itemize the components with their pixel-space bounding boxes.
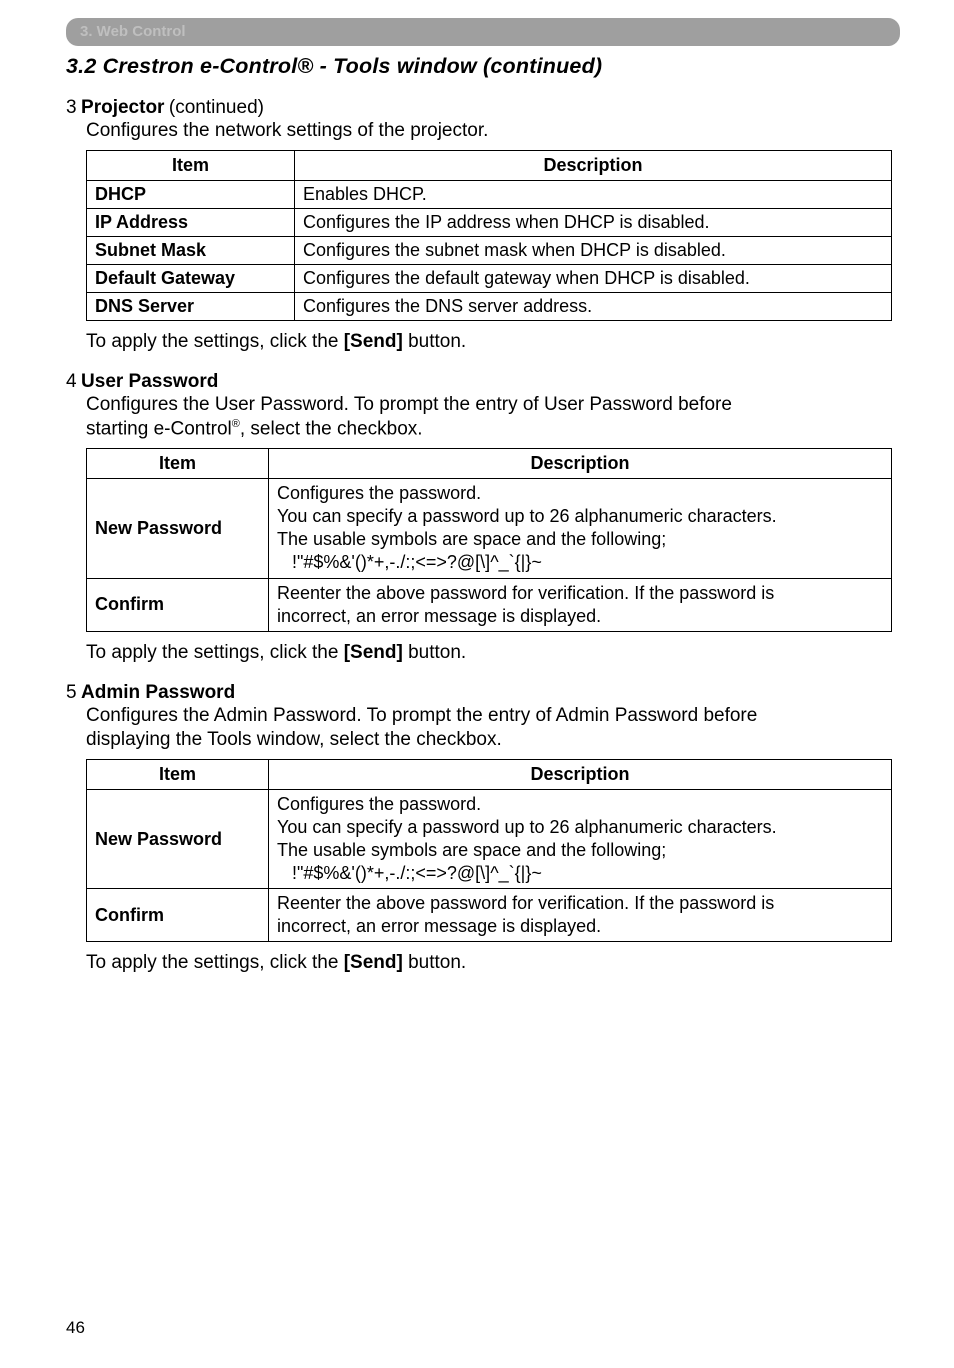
sec5-num: 5 (66, 682, 77, 703)
table-row: DNS Server Configures the DNS server add… (87, 292, 892, 320)
sec5: 5 Admin Password Configures the Admin Pa… (66, 682, 892, 975)
sec3-apply: To apply the settings, click the [Send] … (86, 331, 892, 353)
cell-item: Subnet Mask (87, 236, 295, 264)
sec4-intro1: Configures the User Password. To prompt … (86, 393, 892, 418)
th-item: Item (87, 759, 269, 789)
table-row: Subnet Mask Configures the subnet mask w… (87, 236, 892, 264)
table-row: New Password Configures the password. Yo… (87, 479, 892, 578)
page-number: 46 (66, 1318, 85, 1338)
cell-desc: Configures the IP address when DHCP is d… (295, 208, 892, 236)
sec4-num: 4 (66, 371, 77, 392)
sec3-table: Item Description DHCP Enables DHCP. IP A… (86, 150, 892, 321)
th-desc: Description (295, 150, 892, 180)
cell-item: New Password (87, 479, 269, 578)
table-header-row: Item Description (87, 449, 892, 479)
header-bar: 3. Web Control (66, 18, 900, 46)
th-item: Item (87, 449, 269, 479)
table-row: Confirm Reenter the above password for v… (87, 578, 892, 631)
sec3-intro: Configures the network settings of the p… (86, 119, 892, 144)
table-row: Default Gateway Configures the default g… (87, 264, 892, 292)
header-text: 3. Web Control (80, 23, 186, 40)
content: 3.2 Crestron e-Control® - Tools window (… (0, 46, 954, 974)
th-desc: Description (269, 759, 892, 789)
table-row: IP Address Configures the IP address whe… (87, 208, 892, 236)
table-row: DHCP Enables DHCP. (87, 180, 892, 208)
cell-item: Confirm (87, 578, 269, 631)
cell-item: Default Gateway (87, 264, 295, 292)
sec4-intro2: starting e-Control®, select the checkbox… (86, 417, 892, 442)
sec5-heading: 5 Admin Password (66, 682, 892, 704)
cell-item: New Password (87, 789, 269, 888)
cell-desc: Reenter the above password for verificat… (269, 578, 892, 631)
cell-item: IP Address (87, 208, 295, 236)
cell-item: DHCP (87, 180, 295, 208)
section-title: 3.2 Crestron e-Control® - Tools window (… (66, 54, 892, 79)
sec5-apply: To apply the settings, click the [Send] … (86, 952, 892, 974)
sec5-intro1: Configures the Admin Password. To prompt… (86, 704, 892, 729)
cell-desc: Enables DHCP. (295, 180, 892, 208)
cell-desc: Configures the default gateway when DHCP… (295, 264, 892, 292)
table-header-row: Item Description (87, 150, 892, 180)
sec5-table: Item Description New Password Configures… (86, 759, 892, 942)
cell-desc: Configures the subnet mask when DHCP is … (295, 236, 892, 264)
sec3-num: 3 (66, 97, 77, 118)
sec3-label: Projector (81, 97, 164, 118)
sec4-apply: To apply the settings, click the [Send] … (86, 642, 892, 664)
table-header-row: Item Description (87, 759, 892, 789)
table-row: Confirm Reenter the above password for v… (87, 889, 892, 942)
cell-item: Confirm (87, 889, 269, 942)
table-row: New Password Configures the password. Yo… (87, 789, 892, 888)
sec4-table: Item Description New Password Configures… (86, 448, 892, 631)
cell-item: DNS Server (87, 292, 295, 320)
th-desc: Description (269, 449, 892, 479)
th-item: Item (87, 150, 295, 180)
sec5-label: Admin Password (81, 682, 235, 703)
sec4: 4 User Password Configures the User Pass… (66, 371, 892, 664)
sec3-cont: (continued) (169, 97, 264, 118)
sec4-heading: 4 User Password (66, 371, 892, 393)
sec3-heading: 3 Projector (continued) (66, 97, 892, 119)
cell-desc: Reenter the above password for verificat… (269, 889, 892, 942)
cell-desc: Configures the password. You can specify… (269, 789, 892, 888)
cell-desc: Configures the DNS server address. (295, 292, 892, 320)
sec5-intro2: displaying the Tools window, select the … (86, 728, 892, 753)
cell-desc: Configures the password. You can specify… (269, 479, 892, 578)
sec4-label: User Password (81, 371, 218, 392)
